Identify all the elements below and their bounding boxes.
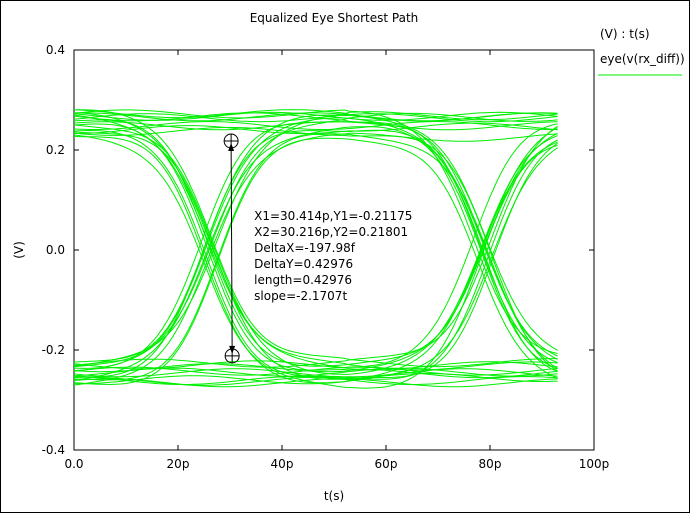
y-tick-label: -0.2	[42, 343, 65, 357]
annotation-text: length=0.42976	[254, 273, 352, 287]
series-trace	[73, 123, 558, 370]
series-trace	[73, 378, 558, 388]
series-trace	[73, 126, 558, 372]
series-trace	[73, 122, 558, 378]
legend-label[interactable]: eye(v(rx_diff))	[600, 52, 685, 66]
series-trace	[73, 112, 558, 371]
series-trace	[73, 141, 558, 385]
series-trace	[73, 131, 558, 382]
annotation-text: X2=30.216p,Y2=0.21801	[254, 225, 408, 239]
x-tick-label: 0.0	[64, 457, 83, 471]
series-traces	[73, 109, 558, 389]
series-trace	[73, 134, 558, 389]
chart-title: Equalized Eye Shortest Path	[250, 11, 419, 25]
series-trace	[73, 112, 558, 372]
series-trace	[73, 113, 558, 123]
series-trace	[73, 109, 558, 354]
x-tick-label: 60p	[375, 457, 398, 471]
y-tick-label: 0.4	[46, 43, 65, 57]
y-tick-label: -0.4	[42, 443, 65, 457]
series-trace	[73, 126, 558, 381]
series-trace	[73, 123, 558, 379]
x-axis-label: t(s)	[324, 489, 344, 503]
series-trace	[73, 119, 558, 367]
annotation-text: X1=30.414p,Y1=-0.21175	[254, 209, 412, 223]
series-trace	[73, 139, 558, 386]
annotation-text: slope=-2.1707t	[254, 289, 347, 303]
series-trace	[73, 121, 558, 369]
measurement-line	[230, 144, 233, 352]
annotation-text: DeltaY=0.42976	[254, 257, 353, 271]
axis-ticks: 0.0 20p 40p 60p 80p 100p 0.4 0.2 0.0 -0.2 -0.4	[42, 43, 610, 471]
y-axis-label: (V)	[12, 241, 26, 259]
measurement-annotation: X1=30.414p,Y1=-0.21175 X2=30.216p,Y2=0.21…	[223, 133, 412, 364]
series-trace	[73, 120, 558, 130]
series-trace	[73, 129, 558, 378]
series-trace	[73, 111, 558, 121]
x-tick-label: 20p	[167, 457, 190, 471]
series-trace	[73, 109, 558, 368]
series-trace	[73, 132, 558, 386]
series-trace	[73, 125, 558, 372]
x-tick-label: 80p	[479, 457, 502, 471]
series-trace	[73, 112, 558, 122]
annotation-text: DeltaX=-197.98f	[254, 241, 356, 255]
x-tick-label: 100p	[579, 457, 610, 471]
y-tick-label: 0.2	[46, 143, 65, 157]
y-tick-label: 0.0	[46, 243, 65, 257]
legend-header: (V) : t(s)	[600, 27, 650, 41]
x-tick-label: 40p	[271, 457, 294, 471]
series-trace	[73, 137, 558, 386]
